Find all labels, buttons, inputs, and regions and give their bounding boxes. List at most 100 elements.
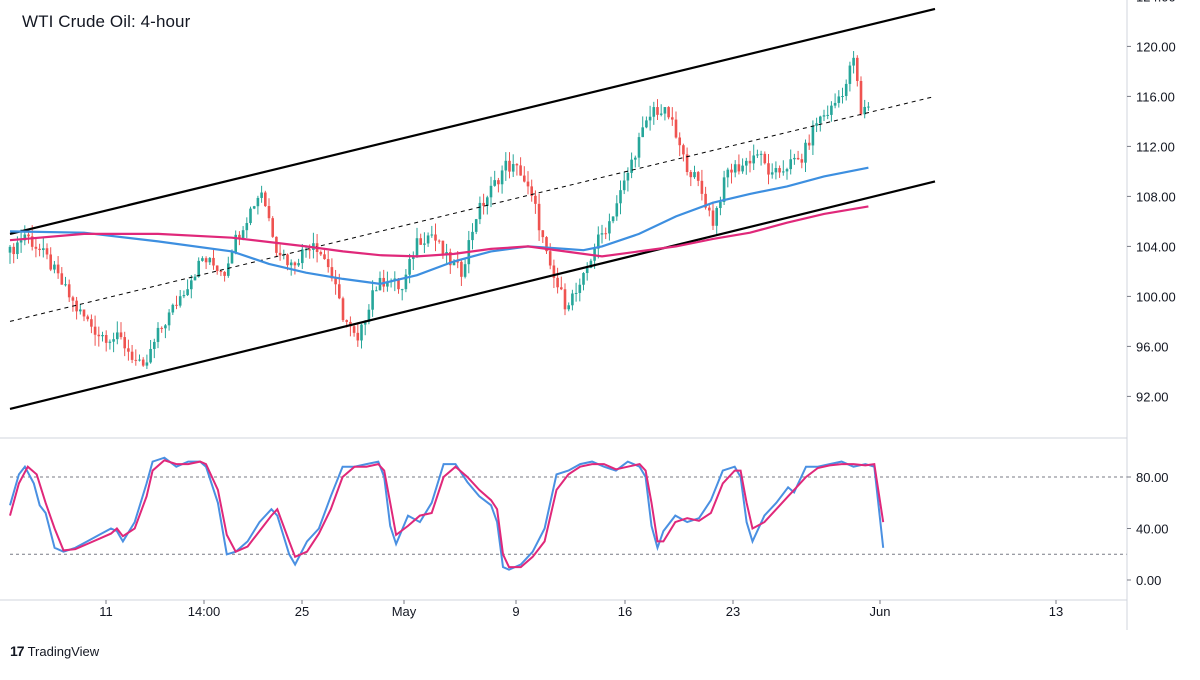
candle-body[interactable] [741, 165, 744, 172]
candle[interactable] [53, 260, 56, 274]
candle[interactable] [267, 198, 271, 222]
candle[interactable] [434, 223, 437, 252]
candle-body[interactable] [256, 197, 260, 207]
candle[interactable] [119, 322, 123, 340]
candle-body[interactable] [186, 289, 189, 296]
candle[interactable] [793, 153, 796, 165]
candle-body[interactable] [482, 202, 485, 206]
candle[interactable] [141, 357, 145, 367]
candle[interactable] [856, 55, 859, 87]
candle-body[interactable] [815, 123, 818, 126]
candle[interactable] [523, 166, 526, 183]
candle[interactable] [404, 269, 408, 293]
candle-body[interactable] [119, 332, 123, 338]
candle[interactable] [79, 303, 82, 315]
candle[interactable] [693, 165, 696, 179]
candle[interactable] [241, 226, 245, 241]
candle-body[interactable] [745, 160, 748, 166]
candle-body[interactable] [460, 261, 463, 277]
candle[interactable] [763, 151, 767, 165]
candle-body[interactable] [582, 273, 585, 285]
candle[interactable] [256, 195, 260, 215]
candle-body[interactable] [782, 171, 785, 173]
candle-body[interactable] [338, 284, 341, 299]
candle-body[interactable] [423, 243, 426, 245]
candle-body[interactable] [304, 249, 308, 251]
candle-body[interactable] [715, 208, 718, 226]
candle[interactable] [733, 160, 737, 178]
candle-body[interactable] [419, 238, 422, 245]
candle-body[interactable] [297, 263, 300, 266]
candle[interactable] [645, 116, 648, 129]
candle-body[interactable] [763, 153, 767, 164]
candle[interactable] [245, 217, 249, 238]
candle-body[interactable] [471, 231, 474, 241]
candle-body[interactable] [693, 172, 696, 178]
candle-body[interactable] [811, 125, 815, 146]
candle[interactable] [45, 243, 49, 260]
candle-body[interactable] [149, 348, 152, 363]
candle[interactable] [264, 190, 267, 208]
candle-body[interactable] [452, 261, 456, 266]
candle-body[interactable] [101, 335, 104, 337]
candle[interactable] [116, 321, 119, 345]
candle[interactable] [682, 143, 685, 162]
candle[interactable] [90, 314, 93, 334]
candle[interactable] [567, 302, 570, 312]
candle-body[interactable] [356, 332, 360, 341]
candle-body[interactable] [537, 203, 541, 231]
candle-body[interactable] [663, 107, 667, 114]
candle[interactable] [737, 154, 741, 175]
candle[interactable] [208, 257, 212, 266]
candle-body[interactable] [127, 348, 130, 352]
candle-body[interactable] [770, 172, 774, 175]
candle[interactable] [149, 340, 152, 364]
candle-body[interactable] [345, 320, 348, 322]
candle[interactable] [471, 223, 474, 250]
candle[interactable] [563, 283, 567, 316]
candle[interactable] [234, 230, 237, 255]
candle-body[interactable] [708, 207, 711, 211]
candle-body[interactable] [719, 201, 722, 209]
candle[interactable] [415, 227, 419, 258]
candle-body[interactable] [778, 168, 781, 173]
candle[interactable] [715, 206, 718, 236]
candle[interactable] [807, 134, 811, 150]
candle-body[interactable] [589, 260, 593, 268]
candle-body[interactable] [397, 278, 400, 290]
candle[interactable] [663, 107, 667, 121]
candle[interactable] [67, 279, 71, 303]
candle-body[interactable] [201, 258, 204, 261]
candle-body[interactable] [23, 234, 27, 241]
candle[interactable] [774, 161, 778, 180]
candle-body[interactable] [497, 180, 500, 185]
candle-body[interactable] [215, 265, 219, 272]
candle[interactable] [634, 155, 637, 168]
candle[interactable] [530, 179, 533, 202]
candle[interactable] [182, 290, 186, 299]
candle[interactable] [171, 303, 175, 316]
candle[interactable] [759, 150, 763, 166]
candle-body[interactable] [437, 240, 441, 242]
candle[interactable] [600, 224, 604, 244]
candle-body[interactable] [863, 106, 866, 115]
candle-body[interactable] [796, 157, 800, 160]
candle-body[interactable] [234, 234, 237, 253]
candle[interactable] [708, 204, 711, 217]
candle[interactable] [711, 201, 715, 230]
candle-body[interactable] [844, 83, 848, 97]
candle[interactable] [82, 309, 86, 322]
candle[interactable] [796, 150, 800, 161]
candle[interactable] [615, 195, 619, 221]
candle[interactable] [419, 233, 422, 245]
candle-body[interactable] [804, 142, 807, 163]
candle-body[interactable] [552, 265, 556, 278]
candle-body[interactable] [64, 284, 67, 286]
candle-body[interactable] [526, 181, 530, 187]
candle[interactable] [319, 250, 323, 256]
candle-body[interactable] [852, 57, 855, 66]
candle[interactable] [608, 213, 611, 241]
candle-body[interactable] [748, 160, 752, 164]
candle-body[interactable] [682, 145, 685, 155]
candle-body[interactable] [49, 254, 52, 270]
